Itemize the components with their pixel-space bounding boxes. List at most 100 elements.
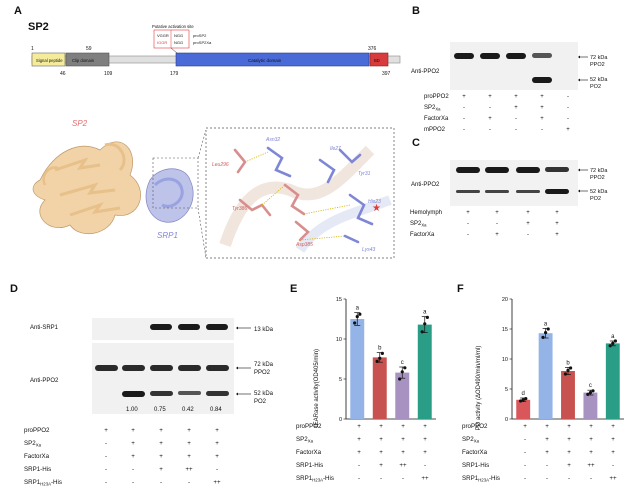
- panel-letter-d: D: [10, 283, 18, 295]
- ratio-3: 0.42: [182, 407, 194, 413]
- panel-e: E IEARase activity(OD405/min) 0 5 10 15 a b c a…: [290, 283, 436, 483]
- sign-d-1-4: +: [215, 440, 219, 447]
- sign-f-1-3: +: [589, 436, 593, 443]
- band-d-srp1-3: [150, 324, 172, 330]
- sign-f-4-3: -: [590, 475, 592, 482]
- sign-c-0-2: +: [526, 210, 530, 216]
- sign-f-2-2: +: [567, 449, 571, 456]
- sign-d-4-4: ++: [213, 479, 221, 486]
- sign-e-1-0: +: [357, 436, 361, 443]
- significance-letter: a: [356, 306, 360, 312]
- panel-letter-e: E: [290, 283, 297, 295]
- significance-letter: a: [611, 334, 615, 340]
- activation-code-2: IGGR: [157, 40, 167, 45]
- sign-f-0-3: +: [589, 423, 593, 430]
- band-b-4: [532, 53, 552, 58]
- band-d-ppo2: PPO2: [254, 370, 271, 376]
- sign-f-2-0: -: [524, 449, 526, 456]
- blot-d-bottom: [92, 343, 234, 414]
- pos-376: 376: [368, 46, 377, 52]
- residue-asp385: Asp385: [295, 242, 313, 248]
- residue-inset: ★ Asn32 Leu296 Ile27 Tyr31 Tyr386 His23 …: [205, 127, 395, 259]
- sign-e-3-2: ++: [399, 462, 407, 469]
- activation-name-2: proSP2Xa: [193, 40, 212, 45]
- chart-f: 0 5 10 15 20 d a b c a: [502, 297, 624, 423]
- sign-e-4-1: -: [380, 475, 382, 482]
- domain-catalytic: [175, 52, 370, 67]
- sign-e-1-3: +: [423, 436, 427, 443]
- blot-d-bottom-label: Anti-PPO2: [30, 378, 59, 384]
- panel-b: B Anti-PPO2 72 kDa PPO2 52 kDa PO2 proPP…: [411, 5, 608, 133]
- row-label-e-1: SP2Xa: [296, 436, 314, 444]
- data-point: [358, 312, 362, 316]
- zoom-source-box: [152, 157, 199, 209]
- sign-d-0-0: +: [104, 427, 108, 434]
- sign-f-3-3: ++: [587, 462, 595, 469]
- residue-leu296: Leu296: [212, 162, 229, 168]
- band-b-52kda: 52 kDa: [590, 77, 608, 83]
- data-point: [355, 315, 359, 319]
- sign-d-4-0: -: [105, 479, 107, 486]
- blot-d-top: [92, 318, 234, 340]
- sign-f-0-1: +: [545, 423, 549, 430]
- sign-d-0-1: +: [131, 427, 135, 434]
- sign-d-3-2: +: [159, 466, 163, 473]
- sign-d-2-0: -: [105, 453, 107, 460]
- srp1-ribbon: [145, 168, 194, 223]
- activation-site-box: [153, 29, 190, 49]
- sign-e-2-1: +: [379, 449, 383, 456]
- row-label-e-4: SRP1H23A-His: [296, 475, 334, 483]
- y-tick-label: 0: [339, 417, 342, 423]
- domain-signal-peptide: [31, 52, 66, 67]
- treatment-table-d: proPPO2 + + + + +SP2Xa - + + + +FactorXa - + + + +SRP1-…: [24, 427, 221, 487]
- domain-clip: [65, 52, 110, 67]
- row-label-f-2: FactorXa: [462, 449, 488, 456]
- data-point: [546, 327, 550, 331]
- band-c-1-po2: [456, 190, 480, 193]
- sign-f-3-2: +: [567, 462, 571, 469]
- blot-c-membrane: [450, 160, 578, 206]
- data-point: [375, 359, 379, 363]
- treatment-table-c: Hemolymph + + + + SP2Xa - - + + FactorXa - + - +: [410, 210, 559, 238]
- row-label-d-4: SRP1H23A-His: [24, 479, 62, 487]
- sign-d-0-4: +: [215, 427, 219, 434]
- residue-asn32: Asn32: [265, 137, 280, 143]
- y-tick-label: 15: [336, 297, 342, 303]
- sign-c-2-3: +: [555, 232, 559, 238]
- significance-letter: b: [566, 360, 570, 366]
- activation-pointer: [170, 47, 178, 54]
- panel-letter-a: A: [14, 5, 22, 17]
- hydrogen-bonds: [244, 151, 351, 241]
- data-point: [611, 341, 615, 345]
- domain-label-clip: Clip domain: [72, 58, 95, 63]
- bar: [372, 357, 387, 419]
- sign-d-2-2: +: [159, 453, 163, 460]
- band-b-2: [480, 53, 500, 59]
- data-point: [378, 356, 382, 360]
- chart-e: 0 5 10 15 a b c a: [336, 297, 436, 423]
- band-d-72kda: 72 kDa: [254, 362, 274, 368]
- row-label-d-1: SP2Xa: [24, 440, 42, 448]
- bar: [350, 319, 365, 419]
- band-d-3: [150, 365, 173, 371]
- data-point: [563, 372, 568, 376]
- panel-letter-f: F: [457, 283, 464, 295]
- sign-b-1-1: -: [489, 105, 491, 111]
- residue-ile27: Ile27: [330, 146, 341, 152]
- band-b-po2: PO2: [590, 84, 601, 90]
- band-d-po2: PO2: [254, 399, 267, 405]
- treatment-table-b: proPPO2 + + + + - SP2Xa - - + + - FactorXa - + - + - mPPO2…: [424, 94, 570, 133]
- sign-d-1-0: -: [105, 440, 107, 447]
- data-point: [425, 315, 429, 319]
- sign-b-2-3: +: [540, 116, 544, 122]
- domain-label-bd: BD: [374, 58, 380, 63]
- y-tick-label: 5: [505, 387, 508, 393]
- blot-b-membrane: [450, 42, 578, 90]
- bar: [583, 392, 598, 419]
- sign-d-1-2: +: [159, 440, 163, 447]
- sign-c-1-3: +: [555, 221, 559, 227]
- sign-b-1-2: +: [514, 105, 518, 111]
- f-ylabel: PO activity (ΔOD490/min/ml/ml): [476, 346, 482, 431]
- sign-b-1-4: -: [567, 105, 569, 111]
- y-tick-label: 10: [502, 357, 508, 363]
